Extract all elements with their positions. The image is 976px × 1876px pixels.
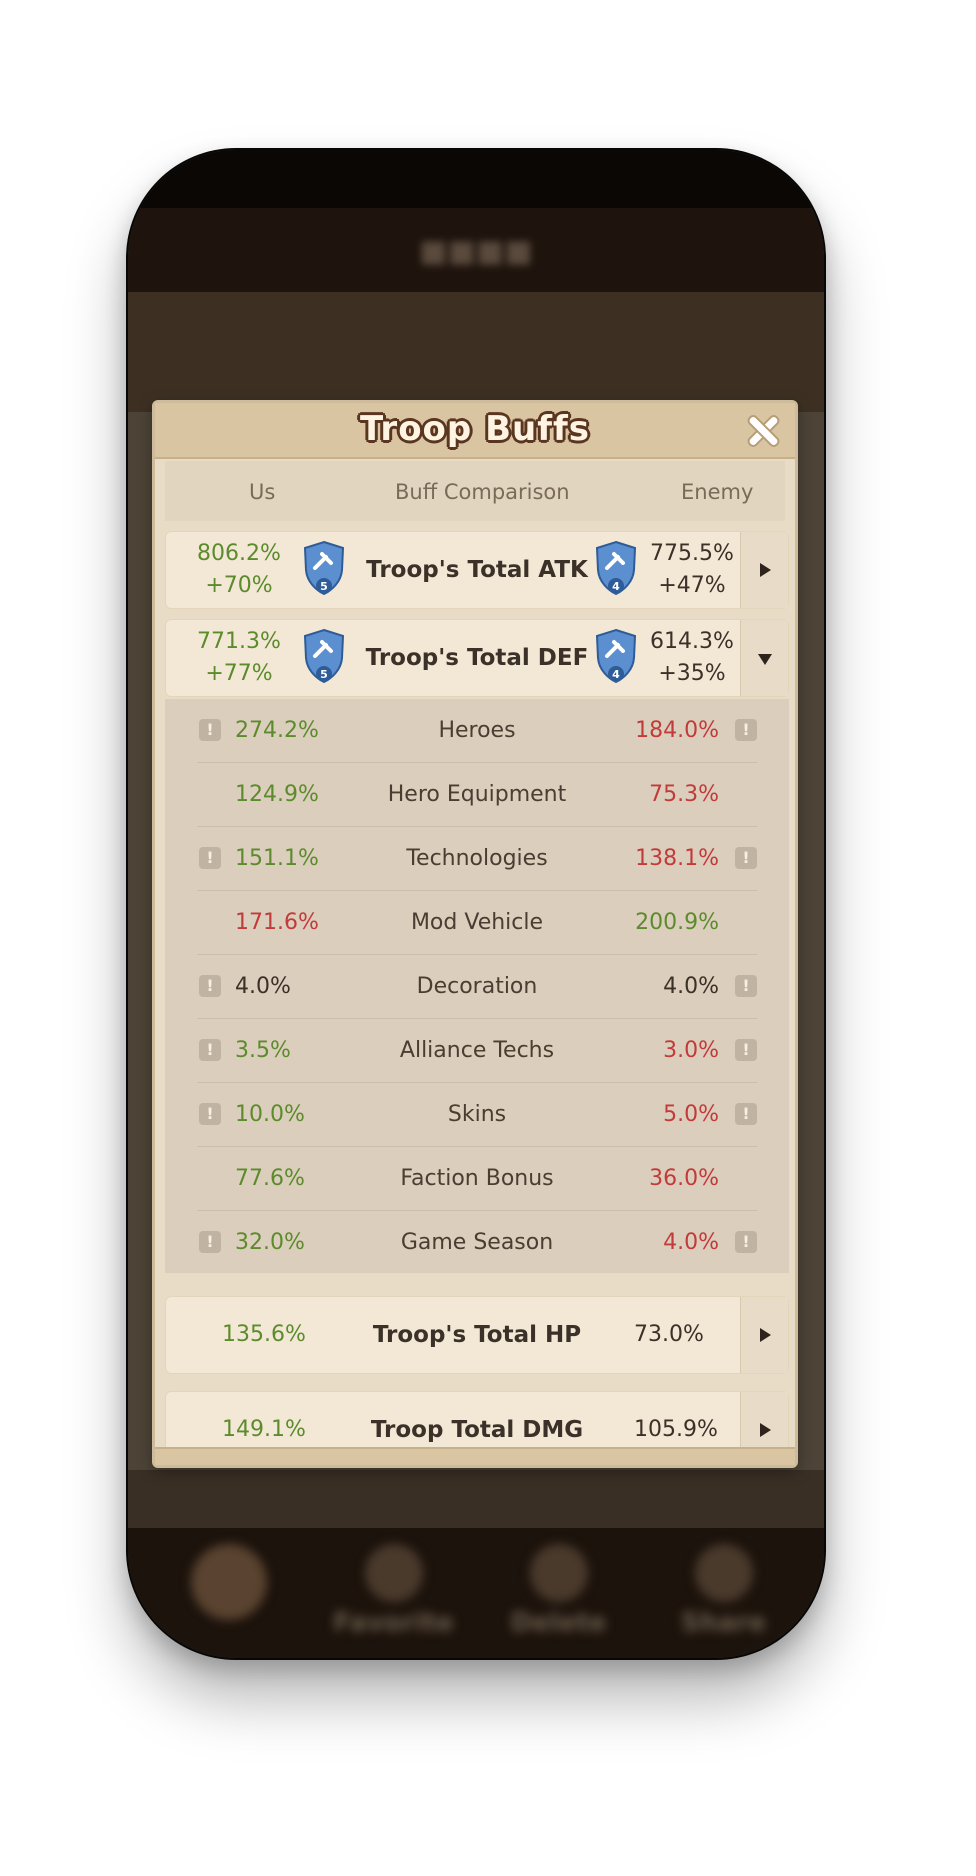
summary-label: Troop's Total ATK <box>366 557 588 583</box>
table-row: 77.6% Faction Bonus 36.0% <box>197 1147 757 1211</box>
summary-row-dmg[interactable]: 149.1% Troop Total DMG 105.9% <box>165 1391 789 1451</box>
table-row: !! 151.1% Technologies 138.1% <box>197 827 757 891</box>
info-icon[interactable]: ! <box>199 975 221 997</box>
enemy-value: 184.0% <box>635 718 719 743</box>
us-value: 171.6% <box>235 910 319 935</box>
us-value: 124.9% <box>235 782 319 807</box>
enemy-value: 138.1% <box>635 846 719 871</box>
troop-buffs-modal: Troop Buffs Us Buff Comparison Enemy 806… <box>152 400 798 1468</box>
table-row: 171.6% Mod Vehicle 200.9% <box>197 891 757 955</box>
expand-arrow-icon[interactable] <box>740 1392 788 1451</box>
info-icon[interactable]: ! <box>199 1231 221 1253</box>
share-button: Share <box>659 1544 789 1638</box>
expand-arrow-icon[interactable] <box>740 1297 788 1373</box>
summary-label: Troop Total DMG <box>370 1417 584 1443</box>
enemy-value: 36.0% <box>649 1166 719 1191</box>
background-header: ■■■■ <box>128 208 824 292</box>
buff-source-label: Mod Vehicle <box>410 910 544 935</box>
background-avatar-button <box>164 1544 294 1638</box>
buff-source-label: Hero Equipment <box>387 782 567 807</box>
buff-source-label: Heroes <box>438 718 516 743</box>
enemy-value: 3.0% <box>663 1038 719 1063</box>
us-value: 771.3% +77% <box>197 629 281 686</box>
enemy-value: 5.0% <box>663 1102 719 1127</box>
summary-row-hp[interactable]: 135.6% Troop's Total HP 73.0% <box>165 1296 789 1374</box>
modal-header: Troop Buffs <box>155 403 795 459</box>
info-icon[interactable]: ! <box>199 1039 221 1061</box>
info-icon[interactable]: ! <box>735 847 757 869</box>
enemy-value: 75.3% <box>649 782 719 807</box>
background-divider <box>128 1470 824 1530</box>
column-headers: Us Buff Comparison Enemy <box>165 461 785 521</box>
enemy-value: 4.0% <box>663 974 719 999</box>
enemy-value: 775.5% +47% <box>650 541 734 598</box>
buff-source-label: Skins <box>447 1102 507 1127</box>
summary-row-def[interactable]: 771.3% +77% 5 Troop's Total DEF 4 614.3% +… <box>165 619 789 697</box>
info-icon[interactable]: ! <box>199 1103 221 1125</box>
info-icon[interactable]: ! <box>199 719 221 741</box>
us-value: 135.6% <box>222 1322 306 1347</box>
background-title: ■■■■ <box>419 234 533 269</box>
info-icon[interactable]: ! <box>735 1039 757 1061</box>
def-breakdown-panel: !! 274.2% Heroes 184.0% 124.9% Hero Equipment… <box>165 699 789 1273</box>
rank-shield-icon: 4 <box>595 628 637 684</box>
favorite-button: Favorite <box>329 1544 459 1638</box>
us-value: 77.6% <box>235 1166 305 1191</box>
summary-label: Troop's Total DEF <box>365 645 589 671</box>
share-icon <box>694 1544 753 1602</box>
table-row: !! 4.0% Decoration 4.0% <box>197 955 757 1019</box>
status-bar <box>128 150 824 208</box>
enemy-value: 73.0% <box>634 1322 704 1347</box>
enemy-value: 614.3% +35% <box>650 629 734 686</box>
info-icon[interactable]: ! <box>199 847 221 869</box>
us-value: 3.5% <box>235 1038 291 1063</box>
table-row: !! 10.0% Skins 5.0% <box>197 1083 757 1147</box>
close-icon[interactable] <box>743 411 783 451</box>
summary-label: Troop's Total HP <box>372 1322 582 1348</box>
enemy-value: 200.9% <box>635 910 719 935</box>
us-value: 32.0% <box>235 1230 305 1255</box>
table-row: !! 32.0% Game Season 4.0% <box>197 1211 757 1275</box>
summary-row-atk[interactable]: 806.2% +70% 5 Troop's Total ATK 4 775.5% +… <box>165 531 789 609</box>
background-avatar-strip <box>128 292 824 524</box>
background-bottom-bar: Favorite Delete Share <box>128 1528 824 1658</box>
info-icon[interactable]: ! <box>735 1103 757 1125</box>
modal-footer <box>155 1447 795 1465</box>
column-us: Us <box>249 480 276 504</box>
svg-text:4: 4 <box>612 580 620 593</box>
us-value: 151.1% <box>235 846 319 871</box>
table-row: !! 274.2% Heroes 184.0% <box>197 699 757 763</box>
us-value: 149.1% <box>222 1417 306 1442</box>
us-value: 10.0% <box>235 1102 305 1127</box>
buff-source-label: Game Season <box>400 1230 554 1255</box>
enemy-value: 4.0% <box>663 1230 719 1255</box>
column-enemy: Enemy <box>681 480 754 504</box>
table-row: 124.9% Hero Equipment 75.3% <box>197 763 757 827</box>
column-comparison: Buff Comparison <box>395 480 570 504</box>
rank-shield-icon: 4 <box>595 540 637 596</box>
delete-button: Delete <box>494 1544 624 1638</box>
svg-text:4: 4 <box>612 668 620 681</box>
collapse-arrow-icon[interactable] <box>740 620 788 696</box>
buff-source-label: Faction Bonus <box>400 1166 554 1191</box>
us-value: 274.2% <box>235 718 319 743</box>
rank-shield-icon: 5 <box>303 540 345 596</box>
star-icon <box>364 1544 423 1602</box>
rank-shield-icon: 5 <box>303 628 345 684</box>
us-value: 806.2% +70% <box>197 541 281 598</box>
enemy-value: 105.9% <box>634 1417 718 1442</box>
expand-arrow-icon[interactable] <box>740 532 788 608</box>
buff-source-label: Decoration <box>416 974 538 999</box>
info-icon[interactable]: ! <box>735 975 757 997</box>
buff-source-label: Alliance Techs <box>399 1038 555 1063</box>
svg-text:5: 5 <box>320 580 328 593</box>
info-icon[interactable]: ! <box>735 1231 757 1253</box>
trash-icon <box>529 1544 588 1602</box>
info-icon[interactable]: ! <box>735 719 757 741</box>
buff-source-label: Technologies <box>406 846 548 871</box>
us-value: 4.0% <box>235 974 291 999</box>
modal-title: Troop Buffs <box>359 409 591 449</box>
table-row: !! 3.5% Alliance Techs 3.0% <box>197 1019 757 1083</box>
svg-text:5: 5 <box>320 668 328 681</box>
